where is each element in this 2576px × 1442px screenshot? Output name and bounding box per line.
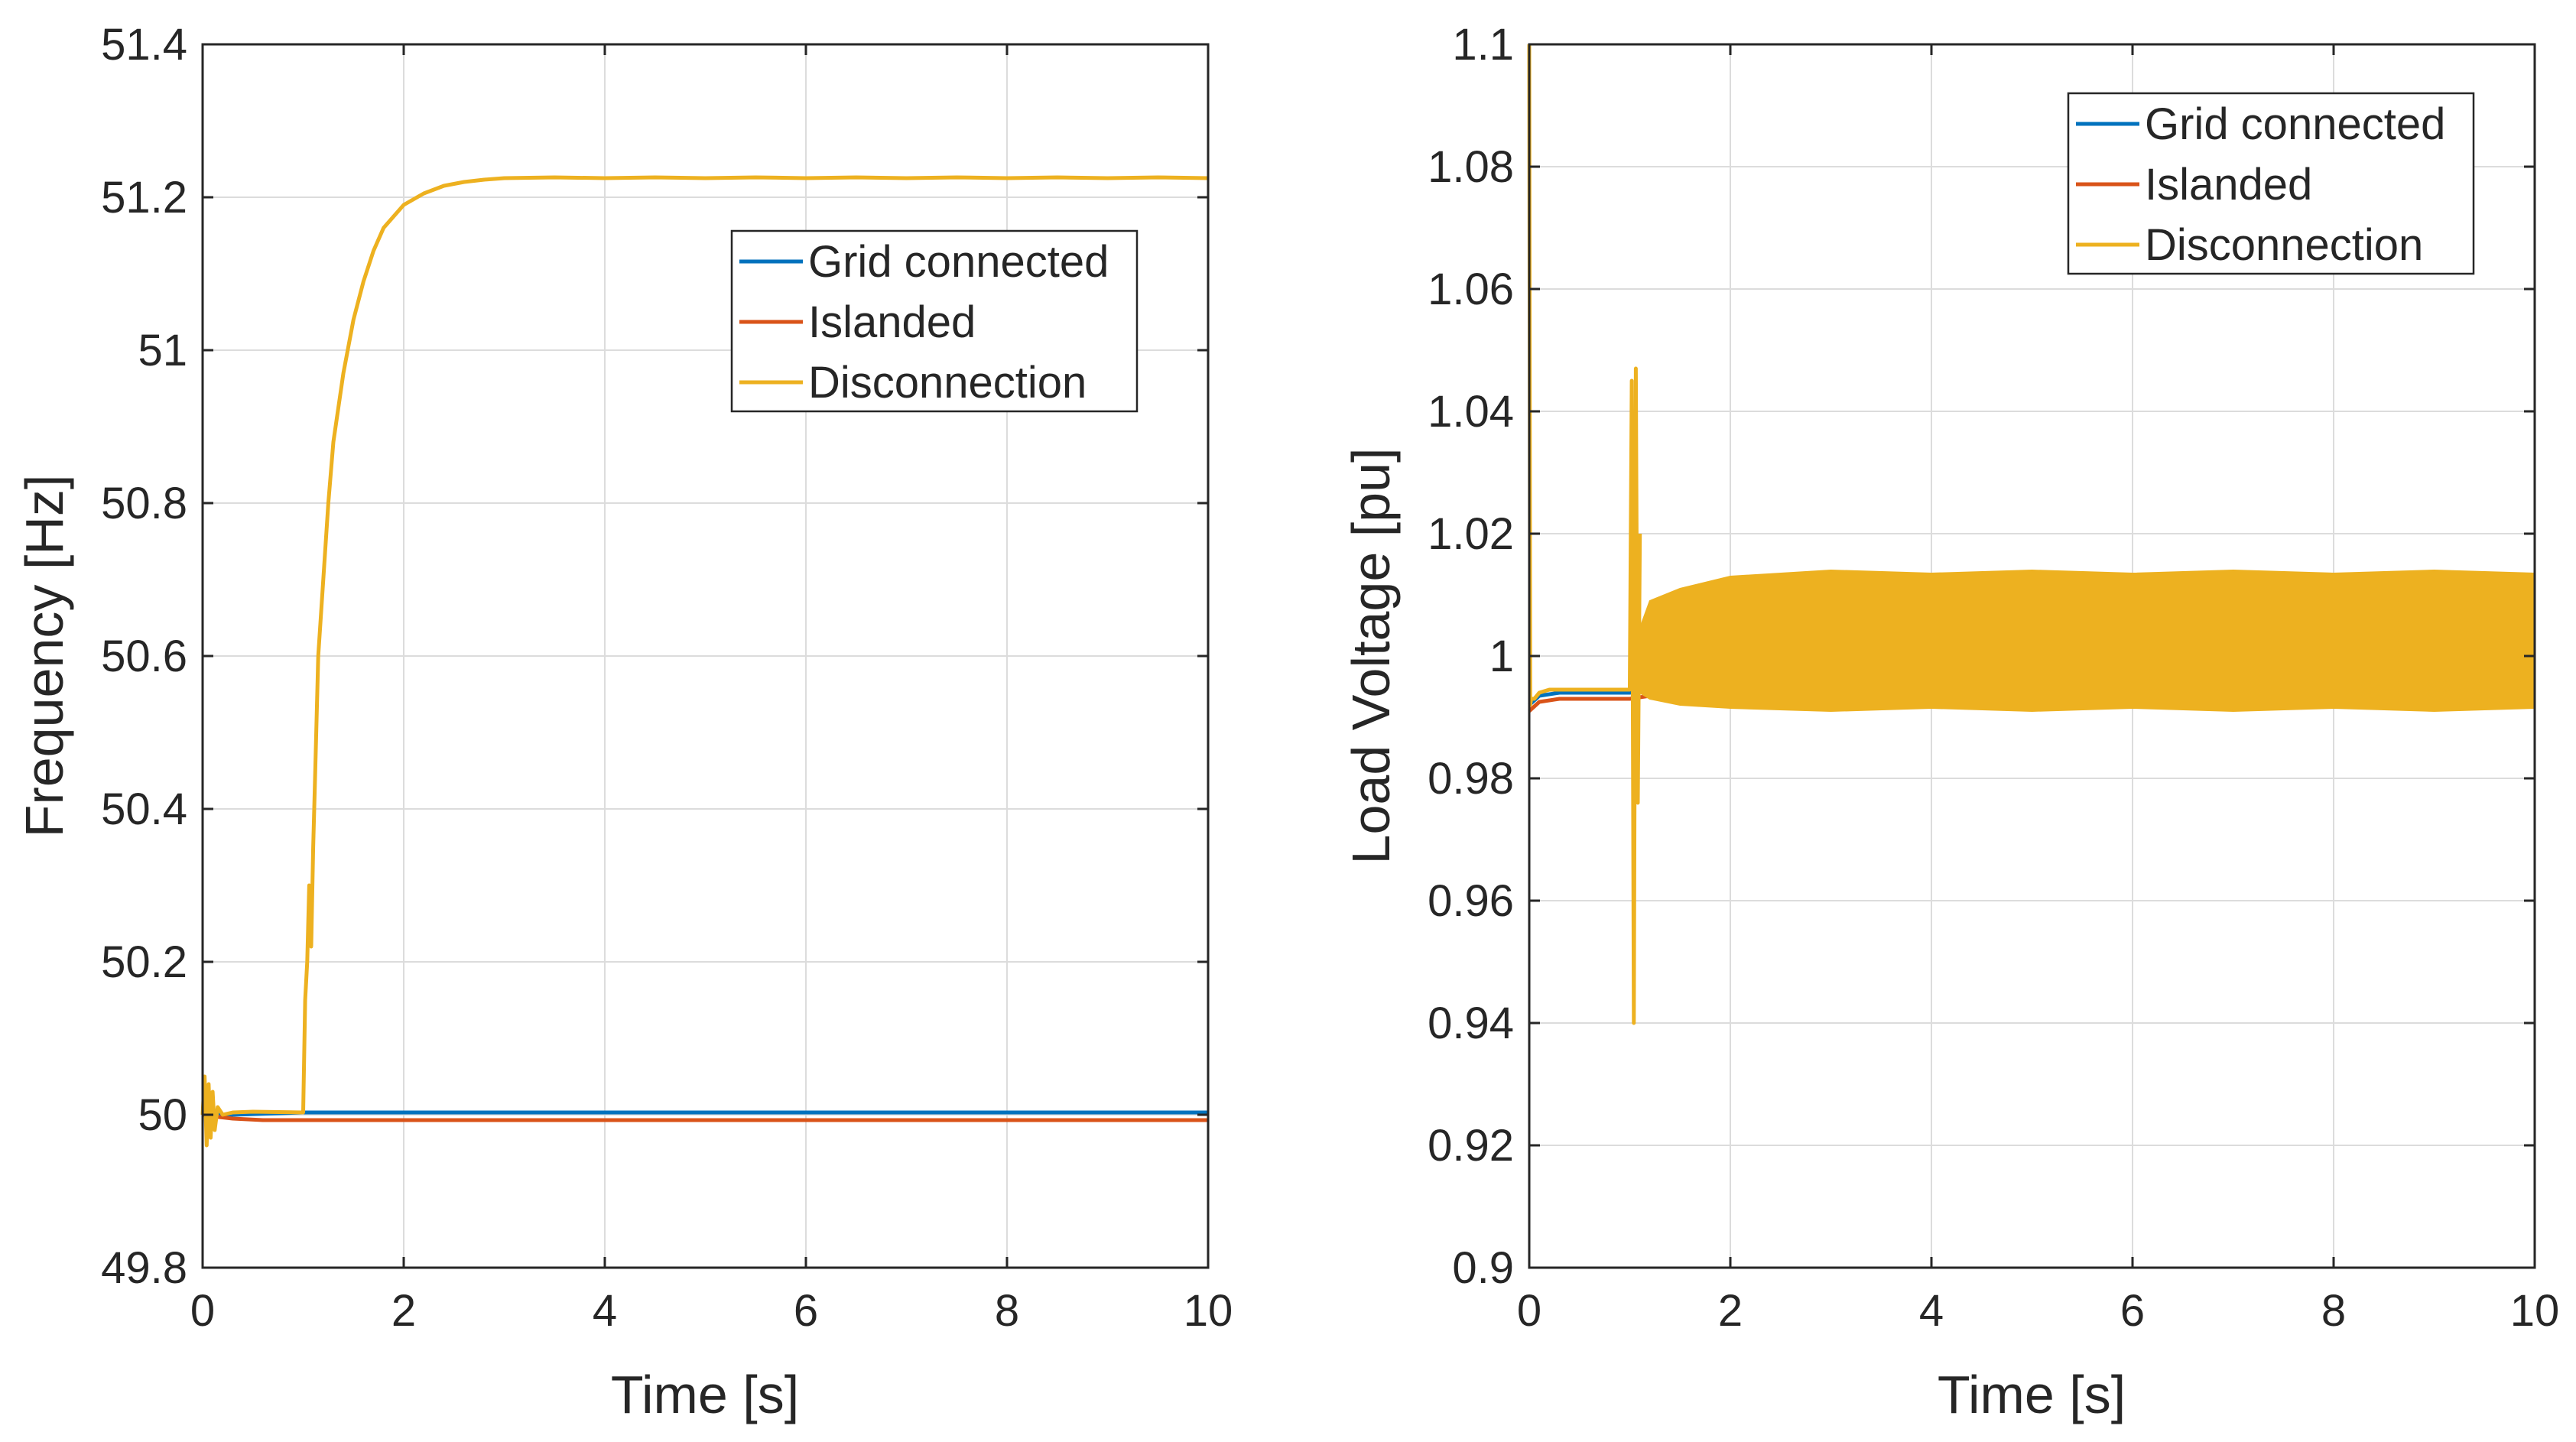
- voltage-y-tick-label: 0.98: [1428, 754, 1514, 804]
- frequency-y-tick-label: 50.6: [101, 632, 187, 681]
- voltage-y-tick-label: 1: [1489, 632, 1514, 681]
- frequency-plot: 0 2 4 6 8 10 49.8 50 50.2 50.4 50.6 50.8 51 51.2 51.4…: [15, 20, 1233, 1424]
- frequency-y-tick-label: 49.8: [101, 1243, 187, 1293]
- frequency-y-tick-label: 50.4: [101, 784, 187, 834]
- voltage-y-axis-label: Load Voltage [pu]: [1341, 448, 1401, 865]
- frequency-y-tick-label: 51.4: [101, 20, 187, 70]
- voltage-y-tick-label: 1.08: [1428, 142, 1514, 192]
- frequency-x-tick-label: 10: [1184, 1286, 1233, 1336]
- frequency-x-tick-labels: 0 2 4 6 8 10: [190, 1286, 1233, 1336]
- voltage-series-disconnection: [1527, 44, 1642, 1025]
- voltage-series-disconnection-oscillation-band: [1629, 569, 2535, 713]
- frequency-series-disconnection: [200, 175, 1209, 1148]
- frequency-x-tick-label: 4: [593, 1286, 617, 1336]
- frequency-y-tick-label: 50.2: [101, 937, 187, 987]
- frequency-series-lines: [200, 175, 1209, 1148]
- frequency-y-tick-label: 51.2: [101, 173, 187, 222]
- frequency-x-tick-label: 8: [995, 1286, 1019, 1336]
- load-voltage-plot: 0 2 4 6 8 10 0.9 0.92 0.94 0.96 0.98 1 1.02 1.04 1.06…: [1341, 20, 2559, 1424]
- frequency-y-tick-label: 51: [138, 326, 187, 375]
- frequency-x-tick-label: 0: [190, 1286, 215, 1336]
- frequency-legend: Grid connected Islanded Disconnection: [730, 229, 1139, 413]
- voltage-y-tick-labels: 0.9 0.92 0.94 0.96 0.98 1 1.02 1.04 1.06 1.08 1.1: [1428, 20, 1514, 1293]
- legend-label-disconnection: Disconnection: [808, 358, 1087, 408]
- frequency-tick-marks: [201, 43, 1210, 1269]
- voltage-x-tick-label: 6: [2120, 1286, 2145, 1336]
- voltage-x-tick-label: 10: [2510, 1286, 2560, 1336]
- voltage-tick-marks: [1528, 43, 2536, 1269]
- legend-label-grid-connected: Grid connected: [808, 237, 1109, 287]
- frequency-series-islanded: [202, 1112, 1208, 1122]
- frequency-y-tick-label: 50.8: [101, 479, 187, 528]
- voltage-y-tick-label: 0.94: [1428, 999, 1514, 1048]
- voltage-x-tick-label: 8: [2321, 1286, 2346, 1336]
- voltage-y-tick-label: 0.96: [1428, 876, 1514, 926]
- voltage-y-tick-label: 1.1: [1452, 20, 1514, 70]
- frequency-x-tick-label: 2: [391, 1286, 416, 1336]
- voltage-x-axis-label: Time [s]: [1938, 1365, 2126, 1424]
- voltage-x-tick-labels: 0 2 4 6 8 10: [1517, 1286, 2559, 1336]
- voltage-x-tick-label: 0: [1517, 1286, 1541, 1336]
- voltage-y-tick-label: 1.02: [1428, 509, 1514, 559]
- frequency-y-axis-label: Frequency [Hz]: [15, 475, 74, 838]
- legend-label-islanded: Islanded: [808, 297, 976, 347]
- voltage-x-tick-label: 2: [1718, 1286, 1743, 1336]
- voltage-y-tick-label: 0.92: [1428, 1121, 1514, 1171]
- legend-label-islanded: Islanded: [2145, 160, 2312, 209]
- frequency-x-axis-label: Time [s]: [611, 1365, 799, 1424]
- legend-label-disconnection: Disconnection: [2145, 220, 2423, 270]
- voltage-y-tick-label: 1.04: [1428, 387, 1514, 437]
- voltage-legend: Grid connected Islanded Disconnection: [2067, 92, 2475, 275]
- legend-label-grid-connected: Grid connected: [2145, 99, 2445, 149]
- frequency-y-tick-labels: 49.8 50 50.2 50.4 50.6 50.8 51 51.2 51.4: [101, 20, 187, 1293]
- frequency-x-tick-label: 6: [794, 1286, 818, 1336]
- voltage-y-tick-label: 1.06: [1428, 265, 1514, 314]
- frequency-y-tick-label: 50: [138, 1090, 187, 1140]
- frequency-series-grid-connected: [203, 1110, 1208, 1117]
- voltage-y-tick-label: 0.9: [1452, 1243, 1514, 1293]
- voltage-x-tick-label: 4: [1919, 1286, 1944, 1336]
